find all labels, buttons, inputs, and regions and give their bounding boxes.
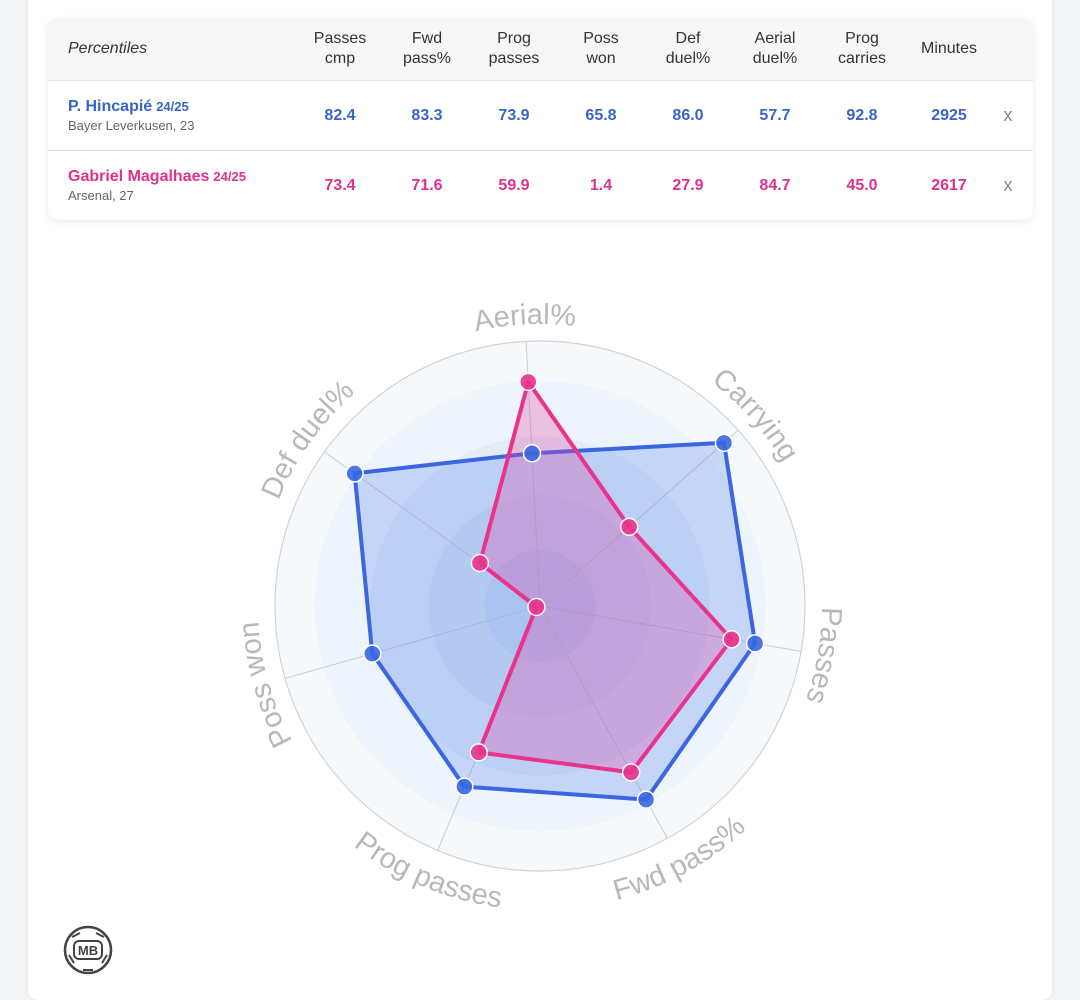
percentiles-table: Percentiles Passes cmp Fwd pass% Prog pa… — [48, 18, 1033, 220]
value-minutes: 2617 — [931, 176, 967, 194]
header-aerial-duel: Aerial duel% — [752, 30, 798, 67]
value-passes-cmp: 73.4 — [324, 176, 356, 194]
data-point-magalhaes — [470, 553, 490, 573]
header-def-duel: Def duel% — [665, 30, 711, 67]
data-point-hincapie — [455, 777, 474, 796]
data-point-magalhaes — [722, 630, 741, 649]
value-minutes: 2925 — [931, 106, 967, 124]
data-point-hincapie — [345, 464, 364, 483]
header-fwd-pass: Fwd pass% — [402, 30, 452, 67]
value-prog-carries: 45.0 — [846, 176, 878, 194]
value-prog-passes: 59.9 — [498, 176, 530, 194]
value-aerial-duel: 84.7 — [759, 176, 791, 194]
radar-spoke — [284, 605, 541, 679]
player-name-text: Gabriel Magalhaes — [68, 168, 210, 185]
player-name-text: P. Hincapié — [68, 98, 153, 115]
player-name[interactable]: P. Hincapié 24/25 — [68, 98, 189, 116]
remove-player-button[interactable]: x — [1003, 105, 1013, 125]
player-name[interactable]: Gabriel Magalhaes 24/25 — [68, 168, 246, 186]
header-passes-cmp: Passes cmp — [313, 30, 367, 67]
table-row: Gabriel Magalhaes 24/25 Arsenal, 27 73.4 … — [48, 151, 1033, 220]
value-poss-won: 65.8 — [585, 106, 617, 124]
header-prog-passes: Prog passes — [488, 30, 540, 67]
data-point-hincapie — [363, 644, 382, 663]
data-point-hincapie — [745, 634, 765, 653]
series-area-magalhaes — [476, 379, 734, 775]
table-header: Percentiles Passes cmp Fwd pass% Prog pa… — [48, 18, 1033, 81]
value-def-duel: 27.9 — [672, 176, 704, 194]
value-aerial-duel: 57.7 — [759, 106, 791, 124]
axis-label-aerial-: Aerial% — [471, 299, 577, 338]
header-minutes: Minutes — [920, 40, 978, 57]
data-point-hincapie — [636, 790, 656, 809]
data-point-hincapie — [522, 444, 542, 463]
remove-player-button[interactable]: x — [1003, 175, 1013, 195]
player-club-age: Arsenal, 27 — [68, 188, 134, 203]
data-point-magalhaes — [469, 743, 488, 762]
value-prog-carries: 92.8 — [846, 106, 878, 124]
player-season: 24/25 — [156, 99, 189, 114]
football-logo-icon: MB — [63, 925, 113, 975]
player-season: 24/25 — [213, 169, 246, 184]
table-row: P. Hincapié 24/25 Bayer Leverkusen, 23 82… — [48, 81, 1033, 151]
value-def-duel: 86.0 — [672, 106, 704, 124]
data-point-magalhaes — [527, 597, 546, 617]
data-point-magalhaes — [519, 372, 538, 392]
value-fwd-pass: 83.3 — [411, 106, 443, 124]
value-prog-passes: 73.9 — [498, 106, 530, 124]
data-point-magalhaes — [621, 763, 641, 782]
value-poss-won: 1.4 — [589, 176, 613, 194]
data-point-magalhaes — [619, 517, 639, 537]
header-poss-won: Poss won — [583, 30, 619, 67]
header-prog-carries: Prog carries — [837, 30, 886, 67]
radar-spoke — [539, 429, 739, 607]
svg-text:MB: MB — [78, 943, 98, 958]
player-club-age: Bayer Leverkusen, 23 — [68, 118, 195, 133]
axis-label-passes: Passes — [799, 607, 847, 708]
value-fwd-pass: 71.6 — [411, 176, 443, 194]
series-area-hincapie — [352, 440, 758, 802]
header-percentiles: Percentiles — [68, 40, 148, 57]
value-passes-cmp: 82.4 — [324, 106, 356, 124]
data-point-hincapie — [714, 433, 734, 453]
mb-logo: MB — [63, 925, 113, 975]
